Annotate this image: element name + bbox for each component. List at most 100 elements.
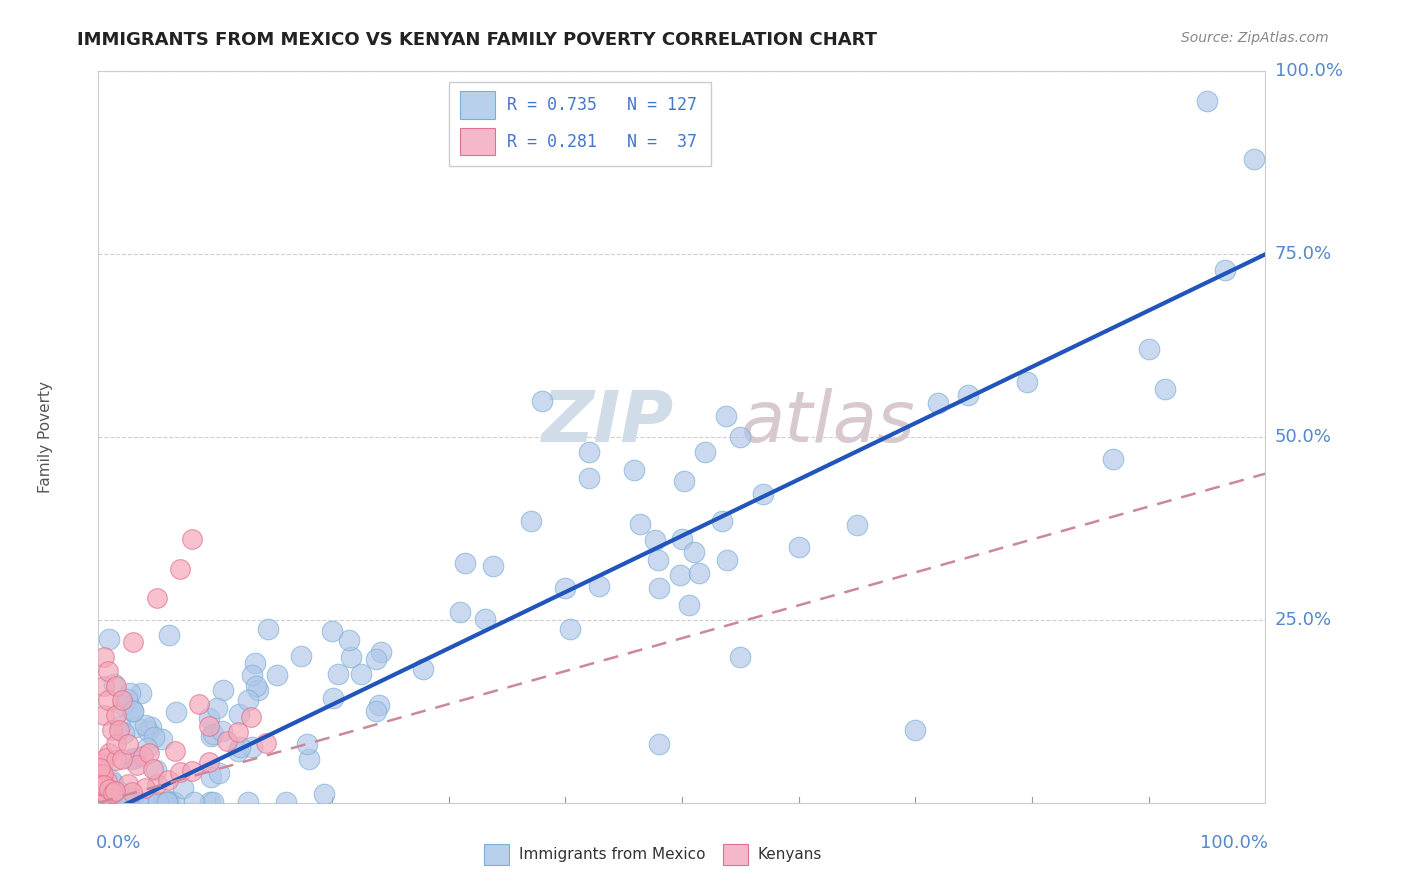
Point — [90, 795, 112, 809]
Point — [103, 786, 125, 800]
Point — [112, 698, 135, 712]
Point — [197, 755, 219, 769]
Point — [200, 771, 222, 785]
Point — [115, 691, 138, 706]
Point — [520, 515, 543, 529]
Point — [127, 795, 149, 809]
Point — [228, 724, 250, 739]
Point — [152, 795, 174, 809]
Point — [714, 409, 737, 423]
Point — [215, 734, 238, 748]
Point — [156, 795, 179, 809]
Point — [578, 444, 600, 458]
Point — [350, 667, 373, 681]
Point — [730, 430, 752, 444]
Point — [157, 794, 180, 808]
Point — [695, 444, 717, 458]
Point — [321, 624, 343, 639]
Point — [96, 789, 118, 803]
FancyBboxPatch shape — [484, 845, 509, 865]
Point — [138, 746, 160, 760]
Point — [228, 707, 250, 722]
Point — [648, 581, 671, 595]
Point — [212, 682, 235, 697]
Point — [129, 686, 152, 700]
Point — [295, 737, 318, 751]
FancyBboxPatch shape — [449, 82, 711, 167]
Point — [956, 388, 979, 402]
Point — [146, 591, 169, 605]
Point — [115, 795, 138, 809]
Point — [163, 795, 186, 809]
Point — [730, 649, 752, 664]
Point — [105, 753, 128, 767]
Text: 0.0%: 0.0% — [96, 833, 142, 852]
Point — [904, 723, 927, 737]
Point — [1154, 382, 1177, 396]
Point — [228, 744, 250, 758]
Point — [101, 723, 124, 737]
Point — [93, 708, 115, 723]
Point — [247, 683, 270, 698]
Point — [688, 566, 710, 581]
Point — [165, 705, 187, 719]
FancyBboxPatch shape — [460, 128, 495, 155]
Point — [157, 627, 180, 641]
Point — [108, 723, 131, 737]
Text: 25.0%: 25.0% — [1275, 611, 1331, 629]
Point — [120, 701, 142, 715]
Point — [1213, 263, 1236, 277]
Point — [148, 795, 170, 809]
Point — [200, 795, 222, 809]
Point — [366, 652, 388, 666]
Point — [671, 532, 693, 546]
Point — [97, 783, 120, 797]
Point — [245, 679, 267, 693]
Point — [124, 720, 146, 734]
Point — [139, 795, 162, 809]
Point — [104, 784, 127, 798]
Point — [111, 752, 134, 766]
Point — [122, 704, 145, 718]
Point — [122, 635, 145, 649]
Point — [104, 708, 127, 723]
Point — [198, 711, 221, 725]
Point — [201, 795, 224, 809]
Point — [117, 737, 139, 751]
Point — [752, 487, 775, 501]
Point — [846, 517, 869, 532]
Text: 75.0%: 75.0% — [1275, 245, 1331, 263]
Point — [236, 693, 259, 707]
Point — [554, 582, 576, 596]
Point — [143, 730, 166, 744]
Point — [145, 763, 167, 777]
Point — [370, 644, 392, 658]
Point — [93, 779, 115, 793]
Point — [183, 795, 205, 809]
Point — [211, 723, 233, 738]
Point — [108, 785, 131, 799]
Point — [104, 679, 127, 693]
Point — [683, 544, 706, 558]
Text: atlas: atlas — [741, 388, 915, 457]
Point — [108, 795, 131, 809]
Point — [678, 599, 700, 613]
Point — [290, 648, 312, 663]
Point — [322, 691, 344, 706]
Point — [115, 795, 138, 809]
Point — [134, 718, 156, 732]
Point — [91, 795, 114, 809]
Point — [108, 719, 131, 733]
Point — [118, 795, 141, 809]
Point — [1243, 152, 1265, 166]
Point — [121, 785, 143, 799]
Point — [94, 795, 117, 809]
Point — [94, 794, 117, 808]
Point — [172, 781, 194, 796]
Point — [107, 795, 129, 809]
Point — [239, 710, 262, 724]
Point — [453, 556, 475, 570]
Point — [97, 664, 120, 678]
Point — [274, 795, 297, 809]
Point — [1195, 94, 1218, 108]
